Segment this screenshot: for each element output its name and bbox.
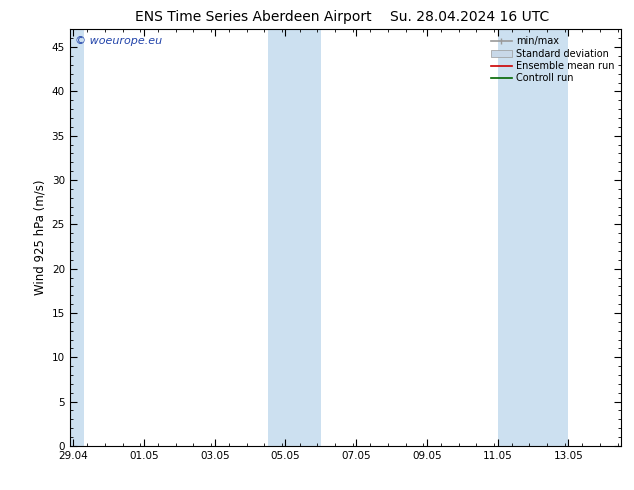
Y-axis label: Wind 925 hPa (m/s): Wind 925 hPa (m/s) bbox=[33, 180, 46, 295]
Bar bbox=[268, 29, 321, 446]
Legend: min/max, Standard deviation, Ensemble mean run, Controll run: min/max, Standard deviation, Ensemble me… bbox=[489, 34, 616, 85]
Text: Su. 28.04.2024 16 UTC: Su. 28.04.2024 16 UTC bbox=[389, 10, 549, 24]
Bar bbox=[70, 29, 84, 446]
Text: © woeurope.eu: © woeurope.eu bbox=[75, 36, 162, 46]
Bar bbox=[498, 29, 568, 446]
Text: ENS Time Series Aberdeen Airport: ENS Time Series Aberdeen Airport bbox=[135, 10, 372, 24]
